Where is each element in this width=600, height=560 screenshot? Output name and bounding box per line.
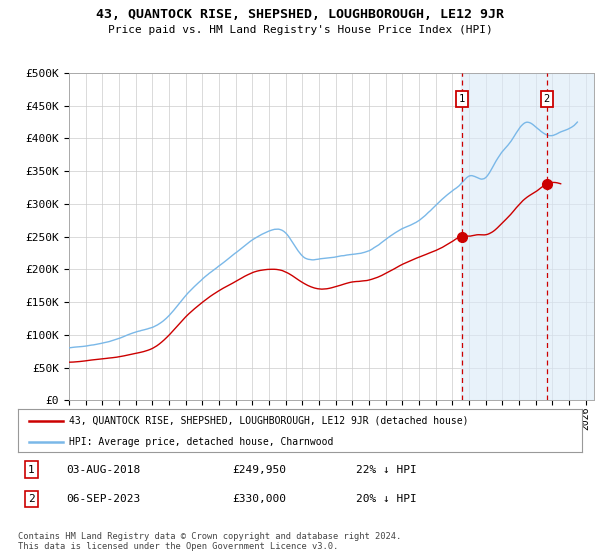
Text: 1: 1 [459, 94, 465, 104]
Text: Price paid vs. HM Land Registry's House Price Index (HPI): Price paid vs. HM Land Registry's House … [107, 25, 493, 35]
Text: 06-SEP-2023: 06-SEP-2023 [66, 493, 140, 503]
Text: 03-AUG-2018: 03-AUG-2018 [66, 464, 140, 474]
Text: 20% ↓ HPI: 20% ↓ HPI [356, 493, 417, 503]
Text: 43, QUANTOCK RISE, SHEPSHED, LOUGHBOROUGH, LE12 9JR: 43, QUANTOCK RISE, SHEPSHED, LOUGHBOROUG… [96, 8, 504, 21]
Text: 1: 1 [28, 464, 35, 474]
Text: 43, QUANTOCK RISE, SHEPSHED, LOUGHBOROUGH, LE12 9JR (detached house): 43, QUANTOCK RISE, SHEPSHED, LOUGHBOROUG… [69, 416, 468, 426]
Bar [461, 73, 594, 400]
Text: 2: 2 [544, 94, 550, 104]
Text: £249,950: £249,950 [232, 464, 286, 474]
Text: 22% ↓ HPI: 22% ↓ HPI [356, 464, 417, 474]
Text: Contains HM Land Registry data © Crown copyright and database right 2024.
This d: Contains HM Land Registry data © Crown c… [18, 532, 401, 552]
Text: HPI: Average price, detached house, Charnwood: HPI: Average price, detached house, Char… [69, 437, 333, 446]
Text: 2: 2 [28, 493, 35, 503]
Text: £330,000: £330,000 [232, 493, 286, 503]
